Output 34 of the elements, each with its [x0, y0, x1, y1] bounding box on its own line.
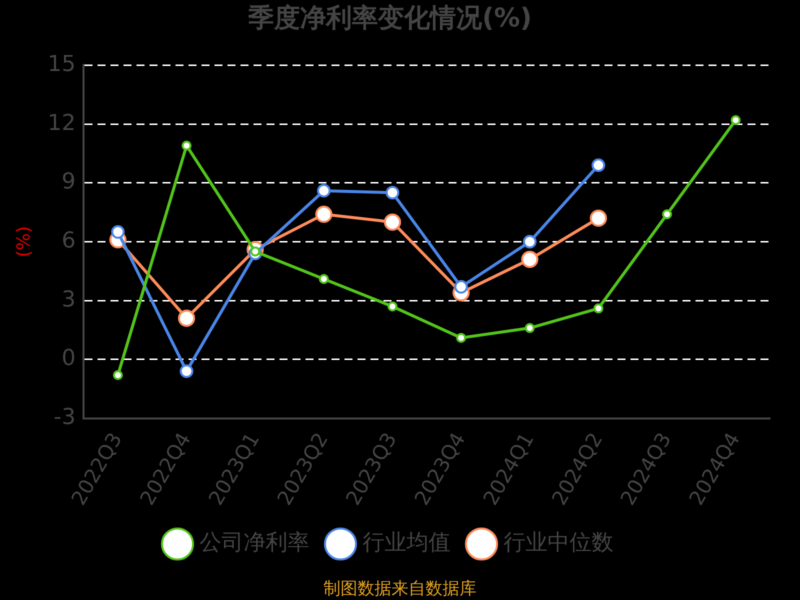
y-tick-label: 0: [62, 346, 76, 372]
legend-label: 公司净利率: [200, 530, 310, 556]
legend-label: 行业中位数: [504, 530, 614, 556]
point: [182, 140, 192, 151]
point: [522, 234, 537, 249]
point: [662, 209, 672, 220]
point: [111, 225, 125, 239]
y-axis-title: (%): [13, 226, 34, 258]
point: [454, 280, 468, 294]
point: [590, 210, 607, 227]
point: [384, 214, 402, 231]
y-tick-label: 15: [48, 52, 76, 77]
legend-label: 行业均值: [362, 530, 450, 556]
point: [112, 370, 123, 380]
y-tick-label: 6: [62, 228, 76, 254]
y-tick-label: -3: [54, 404, 76, 430]
point: [386, 186, 400, 200]
point: [593, 303, 604, 314]
y-tick-label: 9: [62, 170, 76, 195]
point: [521, 250, 538, 268]
point: [524, 323, 535, 334]
chart-title: 季度净利率变化情况(%): [247, 3, 532, 34]
point: [180, 364, 194, 378]
point: [592, 158, 606, 172]
point: [317, 184, 331, 198]
point: [318, 274, 329, 284]
point: [178, 310, 196, 327]
point: [315, 206, 332, 223]
point: [730, 115, 741, 126]
text: 制图数据来自数据库: [322, 578, 478, 600]
point: [456, 332, 466, 343]
y-tick-label: 3: [62, 287, 76, 312]
y-tick-label: 12: [48, 110, 76, 136]
point: [387, 301, 398, 312]
